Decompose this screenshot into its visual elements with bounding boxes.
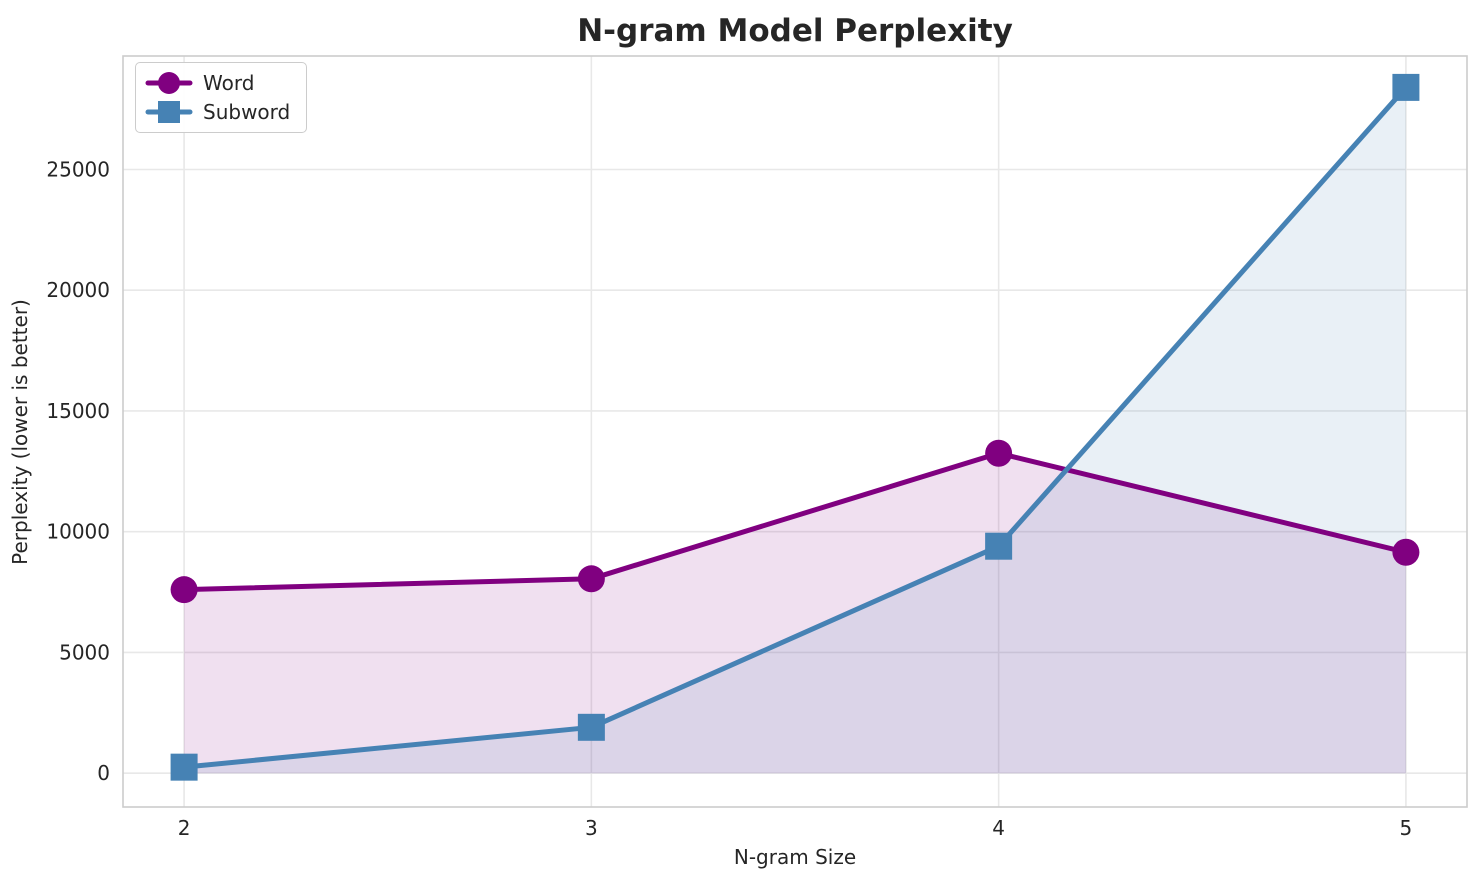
y-tick-label: 20000 xyxy=(46,278,110,302)
subword-marker xyxy=(577,713,605,741)
tick-layer: 0 5000 10000 15000 20000 25000 2 3 4 5 xyxy=(46,157,1412,840)
legend-label: Word xyxy=(203,71,255,95)
word-marker xyxy=(170,576,198,604)
x-tick-label: 3 xyxy=(585,816,598,840)
spine-layer xyxy=(122,55,1468,808)
word-area-fill xyxy=(184,453,1406,774)
x-axis-label: N-gram Size xyxy=(734,845,856,869)
axes-spines xyxy=(122,55,1468,808)
subword-marker xyxy=(170,753,198,781)
y-tick-label: 10000 xyxy=(46,520,110,544)
legend-item-word: Word xyxy=(145,70,290,96)
legend-marker xyxy=(158,72,180,94)
x-tick-label: 2 xyxy=(178,816,191,840)
x-tick-label: 4 xyxy=(992,816,1005,840)
y-tick-label: 5000 xyxy=(59,640,110,664)
y-tick-label: 0 xyxy=(97,761,110,785)
subword-marker xyxy=(1392,73,1420,101)
y-tick-label: 25000 xyxy=(46,157,110,181)
legend-item-subword: Subword xyxy=(145,99,290,125)
chart-title: N-gram Model Perplexity xyxy=(577,13,1013,49)
y-tick-label: 15000 xyxy=(46,399,110,423)
word-line xyxy=(181,450,1409,593)
x-tick-label: 5 xyxy=(1400,816,1413,840)
subword-marker xyxy=(985,532,1013,560)
word-marker xyxy=(577,565,605,593)
series-layer xyxy=(170,73,1420,781)
subword-line xyxy=(181,84,1409,770)
word-marker xyxy=(1392,538,1420,566)
word-marker xyxy=(985,439,1013,467)
legend-marker xyxy=(158,101,180,123)
circle-marker-icon xyxy=(145,72,193,94)
legend-label: Subword xyxy=(203,100,291,124)
legend: Word Subword xyxy=(135,62,308,133)
grid-layer xyxy=(123,56,1467,807)
y-axis-label: Perplexity (lower is better) xyxy=(8,299,32,565)
square-marker-icon xyxy=(145,101,193,123)
subword-area-fill xyxy=(184,87,1406,774)
